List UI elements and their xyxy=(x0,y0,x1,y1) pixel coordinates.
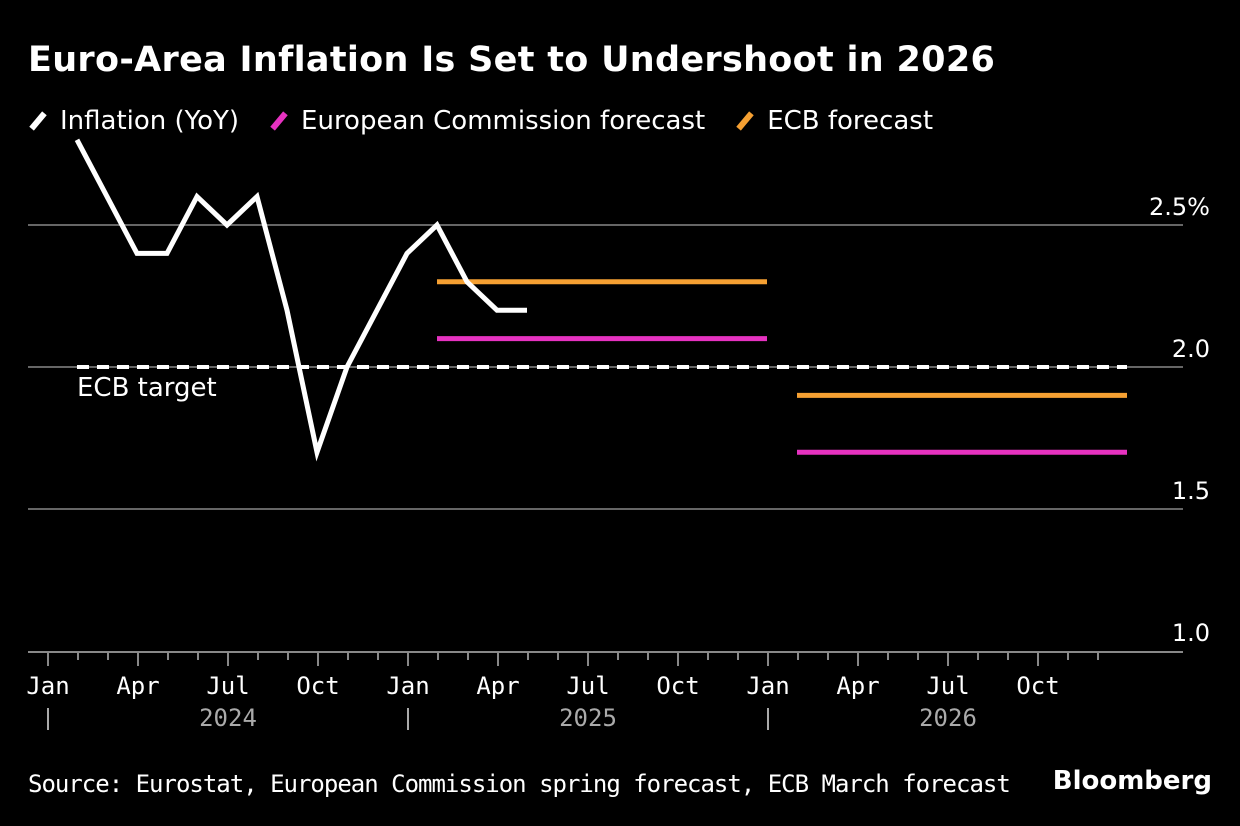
x-tick-label: Oct xyxy=(296,672,339,700)
y-tick-label: 1.5 xyxy=(1172,477,1210,505)
y-tick-label: 2.0 xyxy=(1172,335,1210,363)
x-tick-label: Jul xyxy=(926,672,969,700)
legend-item-ec: European Commission forecast xyxy=(269,106,705,136)
x-tick-label: Jan xyxy=(746,672,789,700)
x-tick-label: Jan xyxy=(26,672,69,700)
legend-item-ecb: ECB forecast xyxy=(735,106,933,136)
x-tick-label: Jul xyxy=(206,672,249,700)
legend-item-inflation: Inflation (YoY) xyxy=(28,106,239,136)
x-tick-label: Oct xyxy=(656,672,699,700)
x-year-label: 2026 xyxy=(919,704,977,732)
x-tick-label: Oct xyxy=(1016,672,1059,700)
y-tick-label: 1.0 xyxy=(1172,619,1210,647)
brand-logo: Bloomberg xyxy=(1052,766,1212,796)
legend-label-ecb: ECB forecast xyxy=(767,106,934,136)
legend-label-inflation: Inflation (YoY) xyxy=(60,106,240,136)
source-note: Source: Eurostat, European Commission sp… xyxy=(28,770,1011,798)
legend: Inflation (YoY) European Commission fore… xyxy=(28,106,933,136)
ecb-target-label: ECB target xyxy=(77,373,217,403)
x-tick-label: Apr xyxy=(116,672,159,700)
x-tick-label: Apr xyxy=(836,672,879,700)
x-year-label: 2024 xyxy=(199,704,257,732)
chart-title: Euro-Area Inflation Is Set to Undershoot… xyxy=(28,40,996,80)
x-tick-label: Jul xyxy=(566,672,609,700)
inflation-line xyxy=(74,138,527,462)
x-year-label: 2025 xyxy=(559,704,617,732)
y-tick-label: 2.5% xyxy=(1149,193,1210,221)
x-tick-label: Jan xyxy=(386,672,429,700)
legend-label-ec: European Commission forecast xyxy=(301,106,706,136)
x-tick-label: Apr xyxy=(476,672,519,700)
